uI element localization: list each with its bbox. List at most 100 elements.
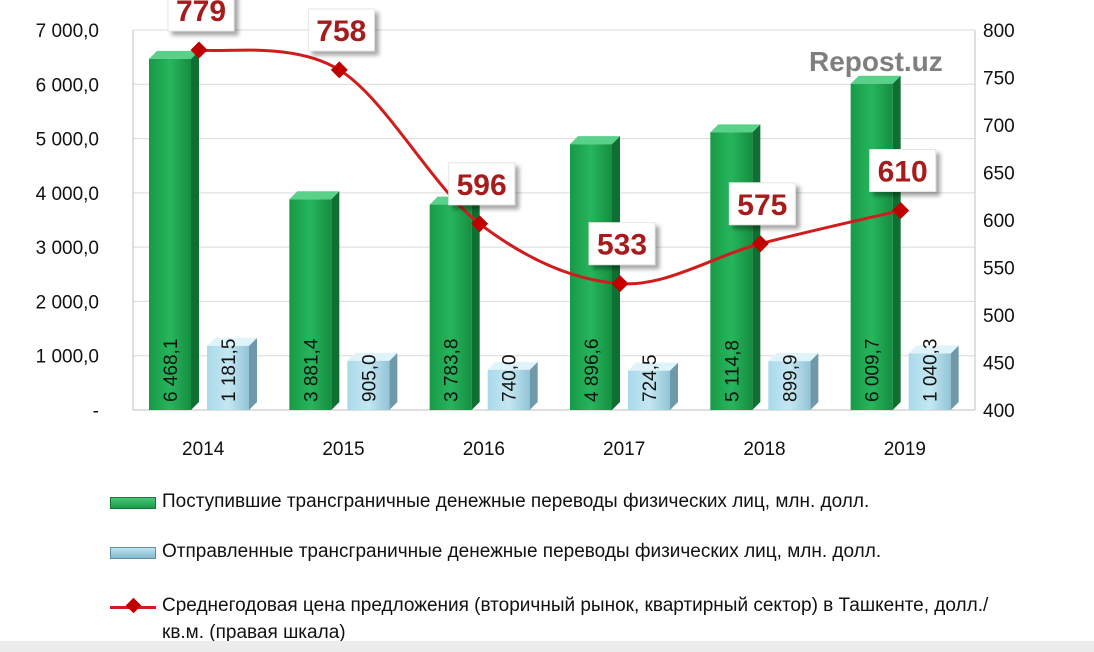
y-right-tick-label: 400	[983, 401, 1015, 422]
legend-swatch-received	[110, 497, 156, 509]
bar-sent-top	[628, 362, 678, 371]
x-tick-label: 2014	[182, 439, 225, 460]
bar-sent	[207, 337, 257, 410]
bar-received-top	[570, 136, 620, 145]
chart: - 1 000,0 2 000,0 3 000,0 4 000,0 5 000,0 6 00…	[36, 0, 1015, 460]
y-left-tick-label: 2 000,0	[36, 292, 99, 313]
bar-sent	[768, 353, 819, 410]
y-left-tick-label: 4 000,0	[36, 184, 99, 205]
bar-sent	[347, 352, 398, 410]
bar-sent	[487, 361, 538, 410]
x-tick-label: 2017	[603, 439, 645, 460]
bar-received-side	[752, 124, 761, 411]
y-right-tick-label: 600	[983, 211, 1015, 232]
bar-sent-side	[389, 352, 398, 410]
y-left-tick-label: 7 000,0	[36, 21, 99, 42]
y-right-tick-label: 750	[983, 69, 1015, 90]
price-callout: 610	[869, 149, 937, 192]
bar-label-sent: 724,5	[640, 354, 661, 402]
bar-sent-side	[249, 337, 257, 410]
bar-received-top	[289, 191, 340, 200]
price-marker	[611, 275, 629, 293]
y-right-tick-label: 800	[983, 21, 1015, 42]
price-callout-label: 533	[597, 229, 647, 262]
price-marker	[892, 202, 910, 219]
legend-label-sent: Отправленные трансграничные денежные пер…	[162, 541, 882, 562]
bar-sent-top	[347, 352, 398, 361]
bar-sent-side	[529, 361, 538, 410]
price-callout: 575	[728, 182, 796, 226]
price-callout-label: 575	[737, 189, 787, 222]
bar-received-side	[892, 75, 901, 410]
price-marker	[751, 235, 769, 253]
y-left-tick-label: 6 000,0	[36, 75, 99, 96]
bar-sent-front	[347, 360, 390, 410]
price-callout-label: 779	[176, 0, 226, 28]
bar-received-front	[850, 83, 893, 410]
price-callout: 596	[448, 162, 516, 206]
bar-sent-side	[950, 345, 959, 410]
bar-received-front	[710, 132, 753, 411]
bar-label-received: 3 881,4	[301, 338, 322, 402]
x-tick-label: 2016	[463, 439, 505, 460]
bar-received-side	[471, 196, 480, 410]
y-left-tick-label: -	[93, 401, 99, 422]
price-callout-box	[588, 222, 656, 266]
bar-sent-side	[810, 353, 819, 410]
bar-sent-top	[908, 345, 959, 354]
bar-received-front	[149, 58, 191, 410]
bar-label-received: 4 896,6	[582, 339, 603, 402]
bar-received-front	[429, 204, 472, 410]
y-left-tick-label: 3 000,0	[36, 238, 99, 259]
bar-label-received: 6 468,1	[161, 339, 182, 402]
bar-received-side	[191, 50, 199, 410]
bar-received	[149, 50, 199, 410]
bar-sent	[908, 345, 959, 410]
price-callout-label: 596	[457, 169, 507, 202]
y-right-tick-label: 500	[983, 306, 1015, 327]
y-right-tick-label: 450	[983, 354, 1015, 375]
bar-sent-top	[768, 353, 819, 362]
x-tick-label: 2015	[322, 439, 364, 460]
legend-label-price: Среднегодовая цена предложения (вторичны…	[162, 595, 989, 643]
bar-label-received: 3 783,8	[442, 339, 463, 402]
bar-sent-front	[768, 361, 811, 410]
price-callout-label: 758	[316, 15, 366, 48]
watermark: Repost.uz	[809, 46, 943, 77]
bar-received-front	[289, 199, 332, 410]
bar-received-top	[850, 75, 901, 84]
bar-label-sent: 740,0	[500, 354, 521, 402]
y-left-tick-label: 1 000,0	[36, 347, 99, 368]
bar-received	[289, 191, 340, 410]
bar-sent-side	[670, 362, 678, 410]
bar-sent-front	[207, 345, 249, 410]
x-tick-label: 2018	[743, 439, 785, 460]
bar-label-sent: 899,9	[780, 354, 801, 402]
bar-received-side	[612, 136, 620, 410]
price-callout-box	[728, 182, 796, 226]
price-callout-label: 610	[878, 156, 928, 189]
price-marker	[471, 215, 489, 233]
legend-diamond-icon	[125, 597, 142, 614]
bar-sent-top	[487, 361, 538, 370]
bars	[149, 50, 959, 411]
price-marker	[330, 61, 348, 79]
legend-label-received: Поступившие трансграничные денежные пере…	[162, 491, 870, 512]
bottom-border	[0, 641, 1094, 652]
x-tick-label: 2019	[884, 439, 926, 460]
bar-sent-front	[628, 370, 670, 410]
bar-sent-top	[207, 337, 257, 346]
bar-label-sent: 905,0	[359, 354, 380, 402]
legend-swatch-sent	[110, 547, 156, 559]
bar-received-top	[149, 50, 199, 59]
bar-label-sent: 1 181,5	[219, 339, 240, 402]
bar-received	[429, 196, 480, 410]
price-callout-box	[869, 149, 937, 192]
bar-received-side	[331, 191, 340, 410]
y-right-tick-label: 550	[983, 259, 1015, 280]
bar-sent-front	[908, 353, 951, 410]
price-callout-box	[167, 0, 235, 32]
y-right-tick-label: 700	[983, 116, 1015, 137]
price-line-path	[198, 48, 902, 286]
gridlines	[133, 29, 975, 411]
